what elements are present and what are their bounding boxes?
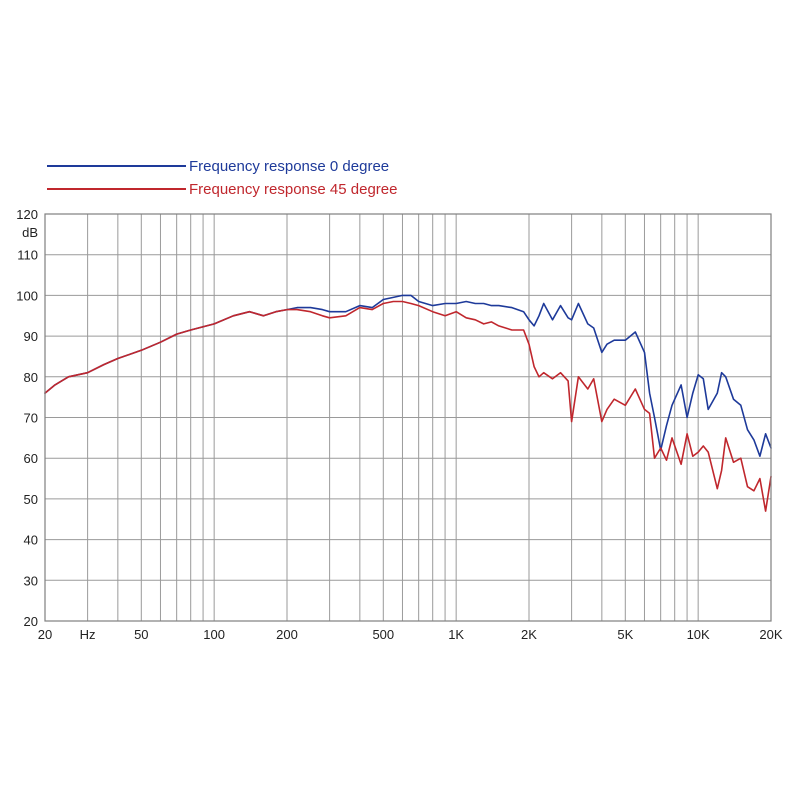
legend: Frequency response 0 degree Frequency re… bbox=[47, 158, 397, 198]
x-tick-label: 200 bbox=[276, 627, 298, 642]
y-tick-label: 70 bbox=[24, 411, 38, 426]
series-line-1 bbox=[44, 300, 772, 512]
legend-label-0-degree: Frequency response 0 degree bbox=[189, 158, 389, 175]
x-tick-label: 500 bbox=[372, 627, 394, 642]
y-tick-label: 20 bbox=[24, 614, 38, 629]
x-axis: 20 Hz 50 100 200 500 1K 2K 5K 10K 20K bbox=[38, 627, 783, 642]
legend-label-45-degree: Frequency response 45 degree bbox=[189, 181, 397, 198]
y-axis-unit-label: dB bbox=[22, 225, 38, 240]
x-tick-label: 2K bbox=[521, 627, 537, 642]
plot-frame bbox=[44, 213, 772, 622]
y-tick-label: 120 bbox=[16, 207, 38, 222]
y-tick-label: 40 bbox=[24, 533, 38, 548]
series-layer bbox=[44, 294, 772, 512]
y-tick-label: 60 bbox=[24, 451, 38, 466]
x-tick-label: 10K bbox=[687, 627, 710, 642]
y-tick-label: 90 bbox=[24, 329, 38, 344]
x-tick-label: Hz bbox=[80, 627, 96, 642]
y-tick-label: 80 bbox=[24, 370, 38, 385]
x-tick-label: 100 bbox=[203, 627, 225, 642]
x-tick-label: 50 bbox=[134, 627, 148, 642]
y-tick-label: 100 bbox=[16, 288, 38, 303]
x-tick-label: 5K bbox=[617, 627, 633, 642]
y-tick-label: 50 bbox=[24, 492, 38, 507]
x-tick-label: 1K bbox=[448, 627, 464, 642]
y-axis: 20 30 40 50 60 70 80 90 100 110 120 bbox=[16, 207, 38, 629]
x-tick-label: 20K bbox=[759, 627, 782, 642]
x-tick-label: 20 bbox=[38, 627, 52, 642]
y-tick-label: 110 bbox=[17, 248, 38, 263]
y-tick-label: 30 bbox=[24, 573, 38, 588]
